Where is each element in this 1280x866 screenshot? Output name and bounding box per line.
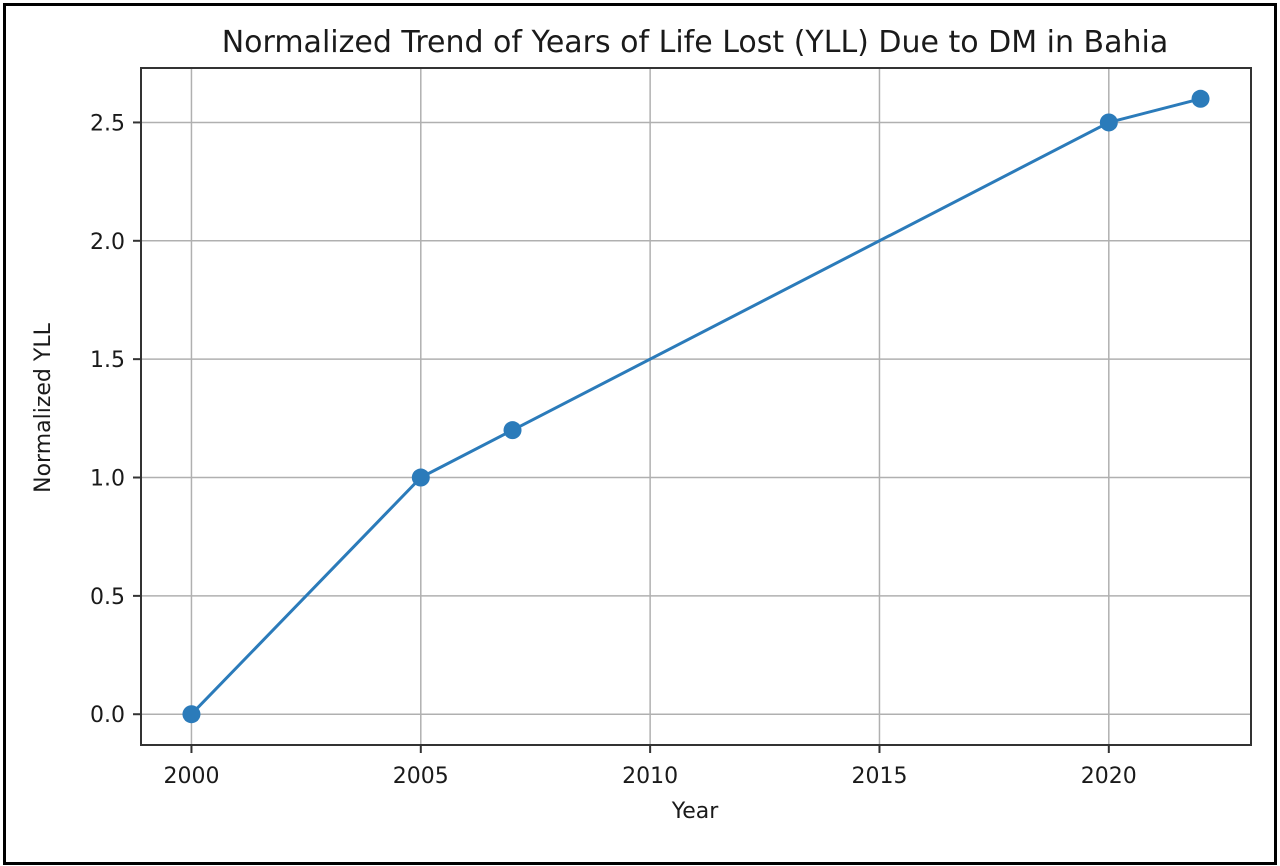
x-axis-ticks: 2000 2005 2010 2015 2020: [163, 745, 1137, 789]
data-point: [411, 468, 430, 487]
x-tick-label: 2000: [163, 764, 219, 789]
x-tick-label: 2010: [622, 764, 678, 789]
y-tick-label: 1.0: [90, 467, 125, 492]
x-axis-label: Year: [671, 799, 720, 824]
series-group: [182, 89, 1210, 724]
data-point: [182, 705, 201, 724]
y-axis-ticks: 0.0 0.5 1.0 1.5 2.0 2.5: [90, 111, 141, 728]
data-point: [1099, 113, 1118, 132]
y-tick-label: 1.5: [90, 348, 125, 373]
x-tick-label: 2015: [851, 764, 907, 789]
y-tick-label: 2.5: [90, 111, 125, 136]
x-tick-label: 2005: [393, 764, 449, 789]
grid-lines: [141, 68, 1251, 745]
y-tick-label: 0.0: [90, 703, 125, 728]
chart-title: Normalized Trend of Years of Life Lost (…: [222, 25, 1169, 60]
y-tick-label: 2.0: [90, 230, 125, 255]
plot-area: [140, 67, 1252, 746]
data-point: [1191, 89, 1210, 108]
data-point: [503, 421, 522, 440]
y-tick-label: 0.5: [90, 585, 125, 610]
series-line: [190, 97, 1201, 716]
x-tick-label: 2020: [1081, 764, 1137, 789]
y-axis-label: Normalized YLL: [31, 322, 56, 492]
